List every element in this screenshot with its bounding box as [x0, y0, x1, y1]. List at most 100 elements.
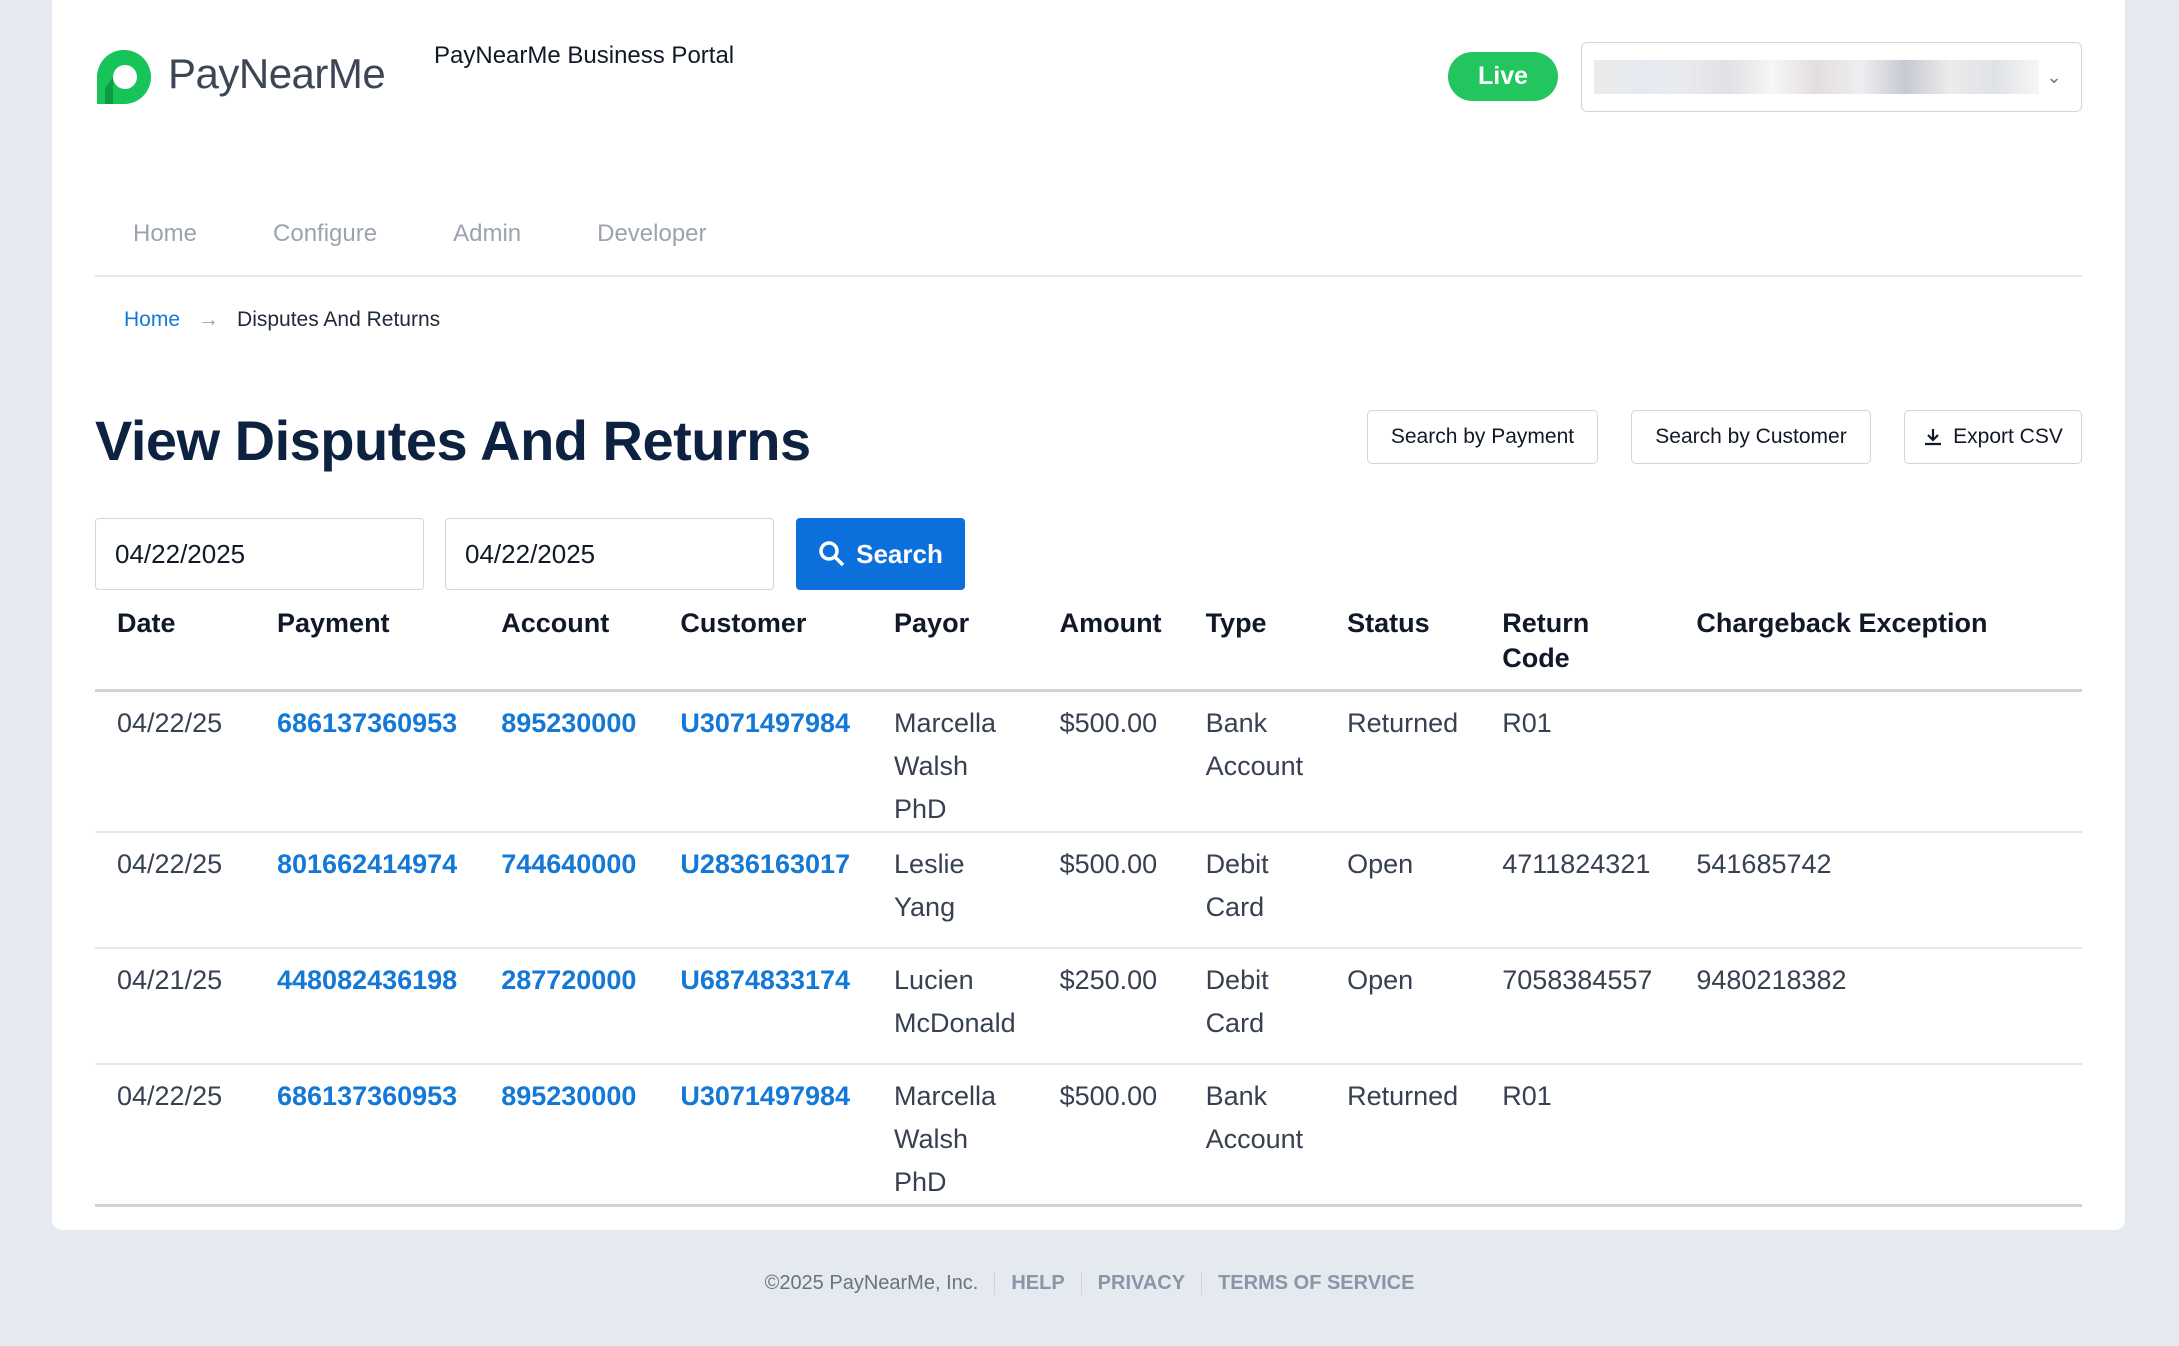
search-label: Search: [856, 538, 943, 569]
help-link[interactable]: HELP: [994, 1272, 1080, 1295]
account-link[interactable]: 895230000: [501, 1080, 637, 1111]
terms-link[interactable]: TERMS OF SERVICE: [1201, 1272, 1430, 1295]
cell-date: 04/21/25: [95, 947, 255, 1065]
customer-link[interactable]: U6874833174: [680, 964, 851, 995]
table-row: 04/22/25 686137360953 895230000 U3071497984…: [95, 1063, 2082, 1207]
cell-type: Debit Card: [1183, 947, 1326, 1065]
cell-type: Bank Account: [1183, 1063, 1326, 1207]
table-row: 04/22/25 686137360953 895230000 U3071497984…: [95, 690, 2082, 833]
account-selector[interactable]: ⌄: [1581, 42, 2082, 112]
account-link[interactable]: 895230000: [501, 707, 637, 738]
cell-date: 04/22/25: [95, 690, 255, 833]
search-icon: [819, 541, 845, 567]
cell-chargeback-exception: 9480218382: [1674, 947, 2082, 1065]
copyright: ©2025 PayNearMe, Inc.: [764, 1272, 979, 1294]
cell-payor: Leslie Yang: [872, 831, 1038, 949]
portal-title: PayNearMe Business Portal: [434, 42, 735, 69]
live-mode-badge[interactable]: Live: [1448, 52, 1558, 101]
cell-customer: U6874833174: [658, 947, 873, 1065]
cell-customer: U2836163017: [658, 831, 873, 949]
account-link[interactable]: 287720000: [501, 964, 637, 995]
cell-amount: $250.00: [1037, 947, 1184, 1065]
cell-status: Returned: [1325, 1063, 1481, 1207]
arrow-right-icon: →: [198, 308, 220, 331]
column-header: Payor: [872, 600, 1038, 692]
column-header: Account: [479, 600, 659, 692]
cell-payor: Lucien McDonald: [872, 947, 1038, 1065]
column-header: Status: [1325, 600, 1481, 692]
payment-link[interactable]: 801662414974: [277, 848, 458, 879]
breadcrumb: Home → Disputes And Returns: [124, 308, 440, 332]
customer-link[interactable]: U2836163017: [680, 848, 851, 879]
cell-payor: Marcella Walsh PhD: [872, 1063, 1038, 1207]
cell-customer: U3071497984: [658, 690, 873, 833]
cell-date: 04/22/25: [95, 1063, 255, 1207]
cell-payment: 686137360953: [255, 1063, 480, 1207]
breadcrumb-current: Disputes And Returns: [237, 308, 441, 331]
column-header: Type: [1183, 600, 1326, 692]
customer-link[interactable]: U3071497984: [680, 707, 851, 738]
redacted-account-name: [1594, 60, 2039, 94]
search-by-payment-button[interactable]: Search by Payment: [1367, 410, 1598, 464]
download-icon: [1925, 429, 1942, 446]
export-csv-button[interactable]: Export CSV: [1904, 410, 2082, 464]
payment-link[interactable]: 686137360953: [277, 707, 458, 738]
cell-amount: $500.00: [1037, 1063, 1184, 1207]
privacy-link[interactable]: PRIVACY: [1080, 1272, 1201, 1295]
column-header: Return Code: [1480, 600, 1675, 692]
export-csv-label: Export CSV: [1953, 425, 2063, 448]
disputes-table: Date Payment Account Customer Payor Amount Typ…: [95, 600, 2082, 1207]
chevron-down-icon: ⌄: [2046, 66, 2062, 87]
cell-customer: U3071497984: [658, 1063, 873, 1207]
nav-home[interactable]: Home: [133, 220, 198, 247]
cell-payment: 801662414974: [255, 831, 480, 949]
column-header: Amount: [1037, 600, 1184, 692]
cell-return-code: R01: [1480, 1063, 1675, 1207]
table-row: 04/22/25 801662414974 744640000 U2836163017…: [95, 831, 2082, 949]
cell-type: Debit Card: [1183, 831, 1326, 949]
start-date-input[interactable]: [95, 518, 424, 590]
cell-return-code: 7058384557: [1480, 947, 1675, 1065]
nav-developer[interactable]: Developer: [597, 220, 707, 247]
customer-link[interactable]: U3071497984: [680, 1080, 851, 1111]
main-nav: Home Configure Admin Developer: [95, 220, 2082, 277]
nav-configure[interactable]: Configure: [273, 220, 378, 247]
page-title: View Disputes And Returns: [95, 409, 811, 472]
cell-amount: $500.00: [1037, 831, 1184, 949]
cell-chargeback-exception: [1674, 1063, 2082, 1207]
logo-text: PayNearMe: [168, 50, 386, 97]
cell-date: 04/22/25: [95, 831, 255, 949]
cell-chargeback-exception: 541685742: [1674, 831, 2082, 949]
search-by-customer-button[interactable]: Search by Customer: [1631, 410, 1871, 464]
payment-link[interactable]: 448082436198: [277, 964, 458, 995]
cell-chargeback-exception: [1674, 690, 2082, 833]
cell-return-code: R01: [1480, 690, 1675, 833]
nav-admin[interactable]: Admin: [453, 220, 522, 247]
cell-payor: Marcella Walsh PhD: [872, 690, 1038, 833]
cell-account: 744640000: [479, 831, 659, 949]
cell-return-code: 4711824321: [1480, 831, 1675, 949]
footer: ©2025 PayNearMe, Inc. HELP PRIVACY TERMS…: [0, 1272, 2179, 1295]
cell-status: Open: [1325, 947, 1481, 1065]
column-header: Payment: [255, 600, 480, 692]
cell-payment: 448082436198: [255, 947, 480, 1065]
column-header: Customer: [658, 600, 873, 692]
account-link[interactable]: 744640000: [501, 848, 637, 879]
cell-account: 287720000: [479, 947, 659, 1065]
column-header: Date: [95, 600, 255, 692]
cell-type: Bank Account: [1183, 690, 1326, 833]
breadcrumb-home[interactable]: Home: [124, 308, 181, 331]
search-button[interactable]: Search: [796, 518, 965, 590]
cell-account: 895230000: [479, 690, 659, 833]
cell-status: Returned: [1325, 690, 1481, 833]
cell-payment: 686137360953: [255, 690, 480, 833]
main-card: PayNearMe PayNearMe Business Portal Live…: [52, 0, 2125, 1230]
paynearme-logo-icon: [97, 50, 151, 104]
column-header: Chargeback Exception: [1674, 600, 2082, 692]
payment-link[interactable]: 686137360953: [277, 1080, 458, 1111]
end-date-input[interactable]: [445, 518, 774, 590]
table-row: 04/21/25 448082436198 287720000 U6874833174…: [95, 947, 2082, 1065]
cell-status: Open: [1325, 831, 1481, 949]
cell-amount: $500.00: [1037, 690, 1184, 833]
cell-account: 895230000: [479, 1063, 659, 1207]
